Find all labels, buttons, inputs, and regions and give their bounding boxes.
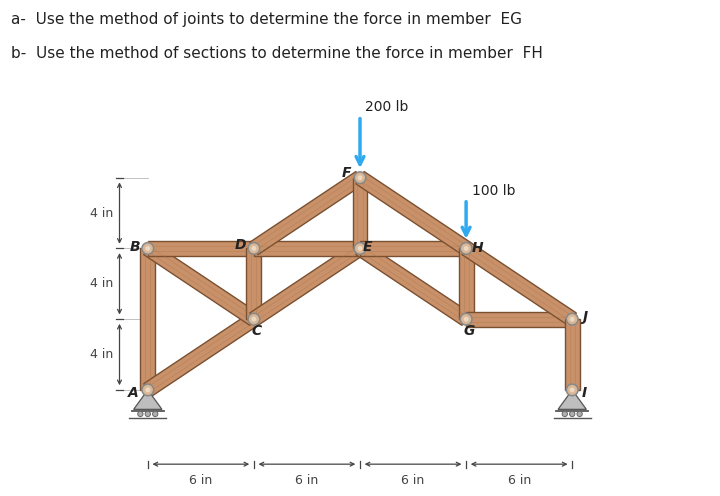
Text: 200 lb: 200 lb (365, 100, 409, 114)
Text: 6 in: 6 in (508, 474, 531, 487)
Text: F: F (342, 166, 351, 180)
Circle shape (248, 313, 260, 325)
Polygon shape (353, 178, 367, 248)
Polygon shape (356, 172, 470, 254)
Polygon shape (144, 313, 258, 396)
Polygon shape (564, 319, 580, 390)
Circle shape (138, 411, 143, 417)
Polygon shape (360, 241, 466, 256)
Circle shape (460, 243, 472, 254)
Circle shape (251, 317, 256, 321)
Circle shape (145, 411, 150, 417)
Text: 4 in: 4 in (90, 348, 113, 361)
Polygon shape (466, 312, 572, 326)
Circle shape (251, 246, 256, 251)
Circle shape (358, 175, 362, 180)
Circle shape (142, 384, 153, 396)
Circle shape (464, 317, 469, 321)
Circle shape (570, 317, 575, 321)
Circle shape (464, 246, 469, 251)
Polygon shape (134, 390, 162, 409)
Circle shape (577, 411, 582, 417)
Text: D: D (235, 238, 246, 252)
Circle shape (142, 243, 153, 254)
Text: J: J (582, 310, 587, 324)
Text: H: H (472, 241, 483, 254)
Circle shape (145, 246, 150, 251)
Polygon shape (140, 248, 156, 390)
Circle shape (567, 384, 578, 396)
Circle shape (354, 243, 366, 254)
Polygon shape (148, 241, 254, 256)
Circle shape (567, 313, 578, 325)
Text: b-  Use the method of sections to determine the force in member  FH: b- Use the method of sections to determi… (11, 46, 543, 61)
Circle shape (358, 246, 362, 251)
Circle shape (562, 411, 567, 417)
Polygon shape (356, 242, 470, 325)
Text: a-  Use the method of joints to determine the force in member  EG: a- Use the method of joints to determine… (11, 12, 522, 27)
Text: I: I (582, 385, 587, 400)
Polygon shape (254, 241, 360, 256)
Polygon shape (558, 390, 586, 409)
Text: 4 in: 4 in (90, 206, 113, 220)
Text: 6 in: 6 in (402, 474, 425, 487)
Text: E: E (362, 240, 372, 253)
Polygon shape (144, 242, 258, 325)
Text: B: B (129, 240, 140, 253)
Polygon shape (250, 242, 364, 325)
Circle shape (248, 243, 260, 254)
Text: 100 lb: 100 lb (472, 184, 516, 198)
Circle shape (460, 313, 472, 325)
Polygon shape (246, 248, 261, 319)
Text: 6 in: 6 in (189, 474, 212, 487)
Text: A: A (128, 385, 139, 400)
Text: C: C (251, 324, 261, 338)
Polygon shape (462, 242, 576, 325)
Text: 4 in: 4 in (90, 277, 113, 290)
Text: G: G (464, 324, 475, 338)
Circle shape (354, 172, 366, 184)
Polygon shape (250, 172, 364, 254)
Circle shape (145, 387, 150, 392)
Text: 6 in: 6 in (295, 474, 318, 487)
Circle shape (570, 411, 575, 417)
Circle shape (153, 411, 158, 417)
Circle shape (570, 387, 575, 392)
Polygon shape (459, 248, 474, 319)
